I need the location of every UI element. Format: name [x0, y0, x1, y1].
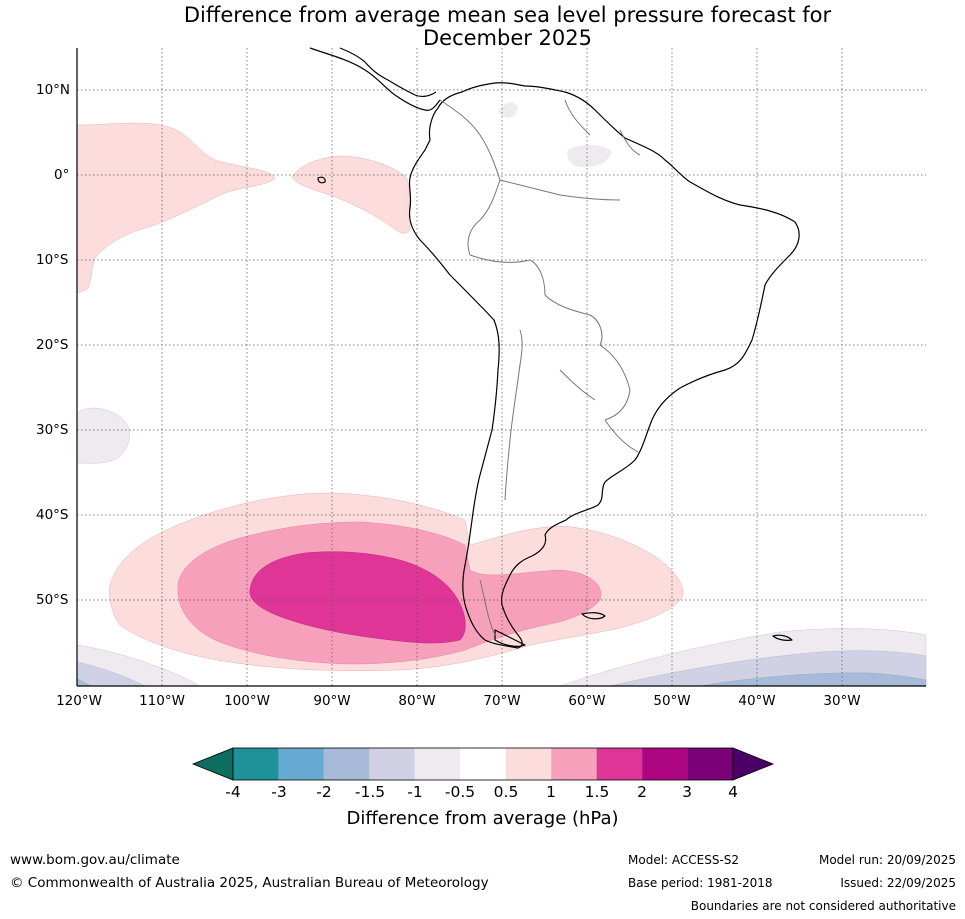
- central-america-coastline: [309, 47, 441, 111]
- website-link[interactable]: www.bom.gov.au/climate: [10, 852, 180, 868]
- lon-label-30w: 30°W: [823, 693, 861, 709]
- lat-label-30s: 30°S: [36, 422, 69, 438]
- lat-label-0: 0°: [54, 167, 70, 183]
- colorbar-segment: [460, 748, 506, 780]
- boundaries-disclaimer: Boundaries are not considered authoritat…: [690, 899, 956, 913]
- model-name: Model: ACCESS-S2: [628, 853, 740, 867]
- colorbar-tick: -2: [316, 783, 332, 801]
- colorbar-segment: [687, 748, 733, 780]
- colorbar-tick: -3: [271, 783, 287, 801]
- title-line-1: Difference from average mean sea level p…: [183, 3, 832, 27]
- central-america-coastline-north: [339, 47, 437, 98]
- galapagos-islands: [317, 176, 326, 184]
- coastlines: [309, 47, 800, 649]
- caribbean-negative-patch: [498, 102, 518, 118]
- issued-date: Issued: 22/09/2025: [840, 876, 956, 890]
- lon-label-60w: 60°W: [568, 693, 606, 709]
- lon-label-100w: 100°W: [224, 693, 270, 709]
- lon-label-110w: 110°W: [139, 693, 185, 709]
- country-borders: [439, 99, 641, 636]
- colorbar-segment: [233, 748, 279, 780]
- south-america-coastline: [408, 82, 800, 649]
- title-line-2: December 2025: [422, 26, 592, 50]
- colorbar-segment: [642, 748, 688, 780]
- colorbar-label: Difference from average (hPa): [346, 808, 619, 829]
- lon-label-50w: 50°W: [653, 693, 691, 709]
- southern-ocean-positive-strong: [249, 551, 466, 644]
- southeast-pacific-negative-weak: [76, 407, 130, 464]
- lon-label-90w: 90°W: [313, 693, 351, 709]
- axes-spines: [76, 48, 926, 687]
- lat-label-20s: 20°S: [36, 337, 69, 353]
- colorbar-tick: 1: [546, 783, 556, 801]
- lat-label-40s: 40°S: [36, 507, 69, 523]
- lon-label-40w: 40°W: [738, 693, 776, 709]
- copyright-notice: © Commonwealth of Australia 2025, Austra…: [10, 875, 489, 891]
- colorbar-tick: 3: [682, 783, 692, 801]
- colorbar-tick: -4: [225, 783, 241, 801]
- colorbar-segment: [323, 748, 370, 780]
- anomaly-fills: [76, 102, 927, 687]
- south-georgia: [772, 634, 793, 641]
- tierra-del-fuego: [494, 629, 526, 647]
- lat-label-10n: 10°N: [36, 82, 71, 98]
- colorbar-segment: [551, 748, 597, 780]
- equatorial-pacific-positive: [76, 122, 276, 294]
- colorbar-tick: 1.5: [584, 783, 610, 801]
- colorbar-tick: -1: [407, 783, 423, 801]
- lon-label-120w: 120°W: [56, 693, 102, 709]
- lat-label-50s: 50°S: [36, 592, 69, 608]
- falkland-islands: [581, 612, 606, 620]
- colorbar: [191, 747, 775, 781]
- colorbar-arrow-high: [732, 747, 775, 781]
- south-atlantic-negative-strong: [699, 672, 927, 687]
- colorbar-segment: [369, 748, 415, 780]
- chart-title: Difference from average mean sea level p…: [0, 4, 965, 50]
- lat-label-10s: 10°S: [36, 252, 69, 268]
- colorbar-segment: [596, 748, 643, 780]
- model-run-date: Model run: 20/09/2025: [818, 853, 956, 867]
- graticule: [76, 48, 926, 686]
- colorbar-frame: [232, 747, 734, 781]
- lon-label-80w: 80°W: [398, 693, 436, 709]
- colorbar-segment: [414, 748, 461, 780]
- colorbar-tick: 4: [728, 783, 738, 801]
- guiana-negative-patch: [567, 144, 612, 168]
- southwest-negative-strong: [77, 678, 92, 686]
- colorbar-tick: -1.5: [354, 783, 386, 801]
- colorbar-tick: 2: [637, 783, 647, 801]
- colorbar-segment: [278, 748, 324, 780]
- lon-label-70w: 70°W: [483, 693, 521, 709]
- base-period: Base period: 1981-2018: [628, 876, 773, 890]
- colorbar-tick: -0.5: [444, 783, 476, 801]
- colorbar-tick: 0.5: [493, 783, 519, 801]
- colorbar-segment: [505, 748, 552, 780]
- colorbar-arrow-low: [191, 747, 234, 781]
